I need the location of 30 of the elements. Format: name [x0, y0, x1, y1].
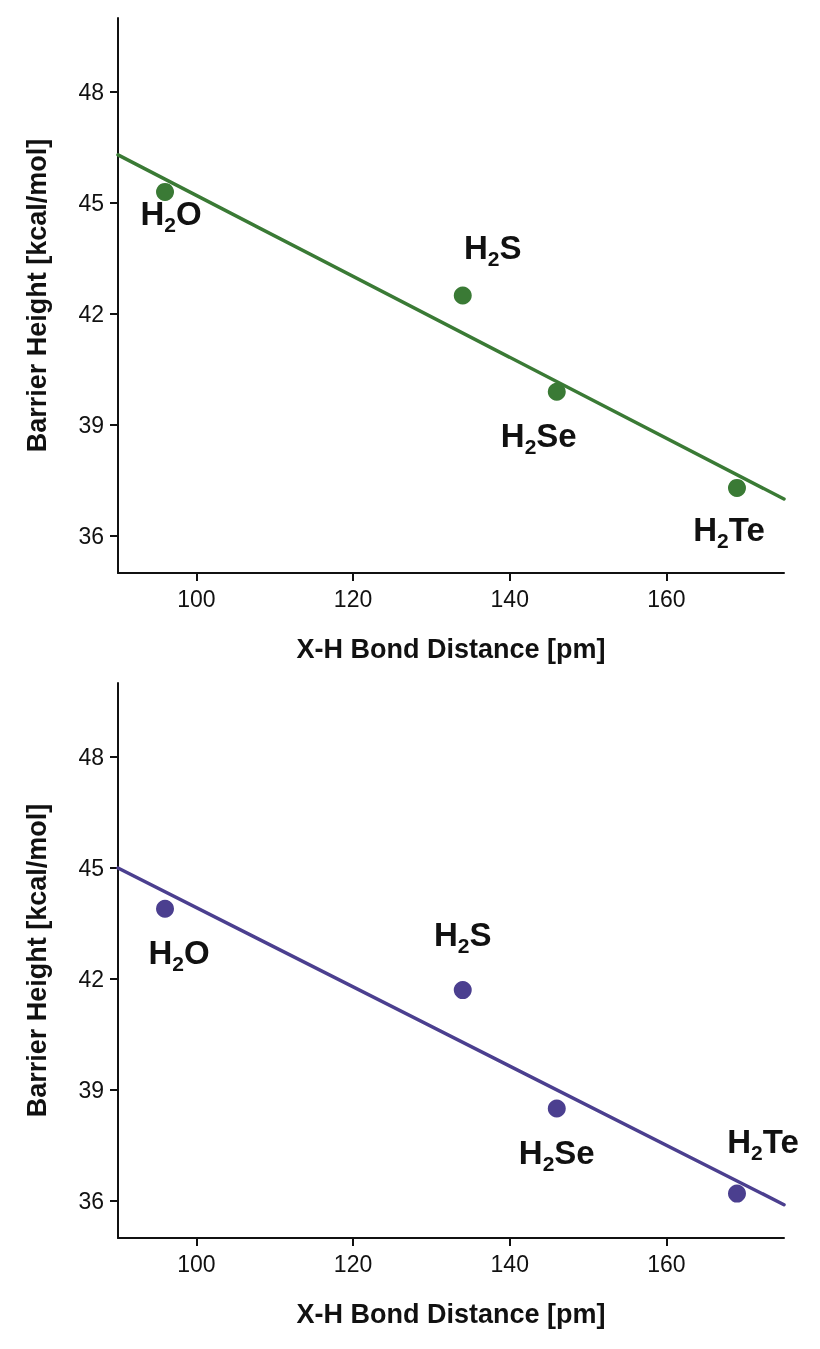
y-tick-label: 42 [78, 966, 104, 992]
x-tick-label: 140 [490, 585, 529, 612]
x-axis-title: X-H Bond Distance [pm] [296, 1298, 606, 1329]
x-tick-label: 100 [177, 1250, 216, 1277]
x-tick-label: 120 [333, 1250, 373, 1277]
x-tick-label: 100 [177, 585, 216, 612]
x-tick-label: 160 [647, 585, 686, 612]
x-axis-title: X-H Bond Distance [pm] [296, 633, 606, 664]
point [547, 382, 566, 401]
y-tick-label: 39 [78, 412, 104, 438]
y-tick-label: 36 [78, 523, 104, 549]
point [156, 899, 175, 918]
y-axis-title: Barrier Height [kcal/mol] [21, 138, 52, 453]
point [728, 1184, 746, 1203]
point [547, 1099, 566, 1118]
y-tick-label: 36 [78, 1188, 104, 1214]
point [728, 478, 746, 497]
y-tick-label: 39 [78, 1077, 104, 1103]
x-tick-label: 120 [333, 585, 373, 612]
y-tick-label: 42 [78, 301, 104, 327]
x-tick-label: 140 [490, 1250, 529, 1277]
y-tick-label: 48 [78, 744, 104, 770]
y-axis-title: Barrier Height [kcal/mol] [21, 803, 52, 1118]
point [453, 981, 472, 1000]
point [156, 182, 175, 201]
y-tick-label: 48 [78, 79, 104, 105]
point [453, 286, 472, 305]
y-tick-label: 45 [78, 855, 104, 881]
y-tick-label: 45 [78, 190, 104, 216]
x-tick-label: 160 [647, 1250, 686, 1277]
